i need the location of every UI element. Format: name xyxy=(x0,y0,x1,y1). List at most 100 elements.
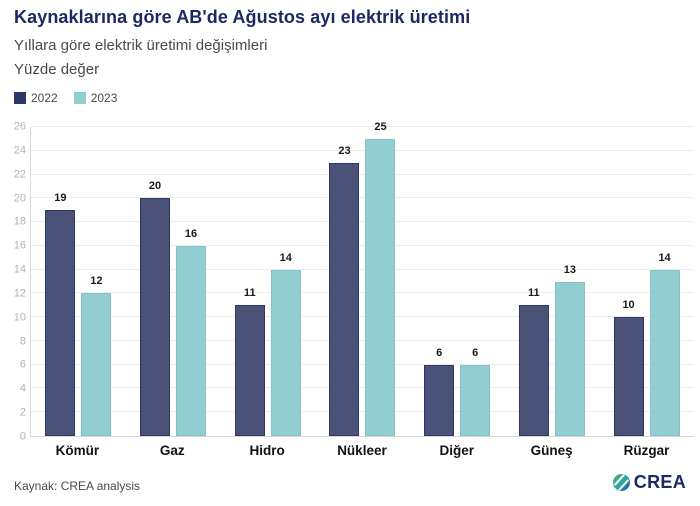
gridline xyxy=(31,197,694,199)
bar-wrap-2023-Güneş: 13 xyxy=(554,264,585,436)
y-tick-label-24: 24 xyxy=(13,144,26,157)
bar-group-Nükleer: 23 25 xyxy=(329,121,396,436)
bar-value-label: 25 xyxy=(374,120,387,133)
legend: 2022 2023 xyxy=(14,91,117,105)
bar-wrap-2022-Hidro: 11 xyxy=(234,288,265,436)
gridline xyxy=(31,149,694,151)
bar-wrap-2023-Diğer: 6 xyxy=(460,347,491,436)
bar-2022-Hidro xyxy=(234,305,265,436)
y-tick-label-20: 20 xyxy=(13,192,26,205)
y-tick-label-16: 16 xyxy=(13,239,26,252)
y-tick-label-0: 0 xyxy=(19,430,26,443)
bar-wrap-2023-Gaz: 16 xyxy=(176,228,207,436)
bar-value-label: 6 xyxy=(436,346,443,359)
bar-value-label: 12 xyxy=(90,275,103,288)
bar-2023-Güneş xyxy=(554,281,585,436)
bar-value-label: 11 xyxy=(528,287,540,300)
bar-value-label: 6 xyxy=(472,346,479,359)
bar-value-label: 16 xyxy=(184,227,198,240)
x-axis-label-Kömür: Kömür xyxy=(55,443,100,458)
bar-group-Hidro: 11 14 xyxy=(234,127,301,436)
bar-2023-Gaz xyxy=(176,245,207,436)
bar-value-label: 20 xyxy=(148,180,162,193)
bar-value-label: 10 xyxy=(622,299,635,312)
bar-2022-Rüzgar xyxy=(613,317,644,436)
bar-2022-Diğer xyxy=(424,364,455,436)
unit-label: Yüzde değer xyxy=(14,61,100,78)
bar-2023-Diğer xyxy=(460,364,491,436)
gridline xyxy=(31,292,694,294)
y-tick-label-8: 8 xyxy=(19,335,26,348)
bar-value-label: 19 xyxy=(54,192,67,205)
crea-logo: CREA xyxy=(612,472,686,493)
y-tick-label-4: 4 xyxy=(19,382,26,395)
gridline xyxy=(31,126,694,127)
plot-area: 19 12 20 16 11 14 23 25 6 6 11 13 10 14 xyxy=(30,121,694,437)
x-axis-label-Diğer: Diğer xyxy=(439,443,475,458)
chart-subtitle: Yıllara göre elektrik üretimi değişimler… xyxy=(14,37,268,54)
bar-wrap-2022-Güneş: 11 xyxy=(518,288,549,436)
bar-value-label: 14 xyxy=(279,251,292,264)
gridline xyxy=(31,339,694,341)
y-tick-label-14: 14 xyxy=(13,263,26,276)
legend-swatch-2023 xyxy=(73,92,86,104)
gridline xyxy=(31,363,694,365)
bar-group-Güneş: 11 13 xyxy=(518,127,585,436)
bar-group-Rüzgar: 10 14 xyxy=(613,127,680,436)
crea-logo-icon xyxy=(612,474,630,491)
bar-wrap-2023-Hidro: 14 xyxy=(270,252,301,436)
bar-group-Kömür: 19 12 xyxy=(45,127,112,436)
x-axis-label-Hidro: Hidro xyxy=(249,443,285,458)
bar-2022-Nükleer xyxy=(329,162,360,436)
legend-label-2023: 2023 xyxy=(90,91,118,105)
bar-2022-Gaz xyxy=(140,198,171,436)
bar-2023-Kömür xyxy=(81,293,112,436)
gridline xyxy=(31,411,694,413)
gridline xyxy=(31,316,694,318)
gridline xyxy=(31,387,694,389)
x-axis-label-Gaz: Gaz xyxy=(159,443,185,458)
bar-wrap-2022-Diğer: 6 xyxy=(424,347,455,436)
legend-item-2023[interactable]: 2023 xyxy=(73,91,118,105)
legend-swatch-2022 xyxy=(14,92,26,104)
bar-value-label: 13 xyxy=(563,263,576,276)
x-axis-label-Rüzgar: Rüzgar xyxy=(623,443,670,458)
bar-wrap-2023-Rüzgar: 14 xyxy=(649,252,680,436)
bar-2022-Güneş xyxy=(518,305,549,436)
page-title: Kaynaklarına göre AB'de Ağustos ayı elek… xyxy=(14,7,471,27)
bar-wrap-2022-Kömür: 19 xyxy=(45,193,76,436)
y-axis: 0 2 4 6 8 10 12 14 16 18 20 22 24 26 xyxy=(0,121,26,442)
bar-wrap-2023-Kömür: 12 xyxy=(81,276,112,436)
x-axis-label-Nükleer: Nükleer xyxy=(337,443,387,458)
bar-2022-Kömür xyxy=(45,210,76,436)
bar-2023-Nükleer xyxy=(365,138,396,436)
gridline xyxy=(31,244,694,246)
y-tick-label-22: 22 xyxy=(13,168,26,181)
legend-label-2022: 2022 xyxy=(31,91,58,105)
bar-value-label: 14 xyxy=(658,251,671,264)
y-tick-label-18: 18 xyxy=(13,215,26,228)
y-tick-label-12: 12 xyxy=(13,287,26,300)
gridline xyxy=(31,221,694,223)
bar-2023-Hidro xyxy=(270,269,301,436)
bar-groups: 19 12 20 16 11 14 23 25 6 6 11 13 10 14 xyxy=(31,121,694,436)
bar-group-Gaz: 20 16 xyxy=(140,127,207,436)
bar-value-label: 11 xyxy=(243,287,256,300)
bar-wrap-2022-Gaz: 20 xyxy=(140,181,171,436)
bar-2023-Rüzgar xyxy=(649,269,680,436)
x-axis-label-Güneş: Güneş xyxy=(530,443,573,458)
x-axis-labels: Kömür Gaz Hidro Nükleer Diğer Güneş Rüzgar xyxy=(30,443,694,458)
legend-item-2022[interactable]: 2022 xyxy=(14,91,58,105)
y-tick-label-2: 2 xyxy=(19,406,26,419)
bar-wrap-2022-Rüzgar: 10 xyxy=(613,300,644,436)
bar-value-label: 23 xyxy=(338,144,351,157)
y-tick-label-26: 26 xyxy=(13,120,26,133)
bar-wrap-2023-Nükleer: 25 xyxy=(365,121,396,436)
bar-wrap-2022-Nükleer: 23 xyxy=(329,145,360,436)
gridline xyxy=(31,173,694,175)
y-tick-label-10: 10 xyxy=(13,311,26,324)
gridline xyxy=(31,268,694,270)
source-note: Kaynak: CREA analysis xyxy=(14,479,141,493)
